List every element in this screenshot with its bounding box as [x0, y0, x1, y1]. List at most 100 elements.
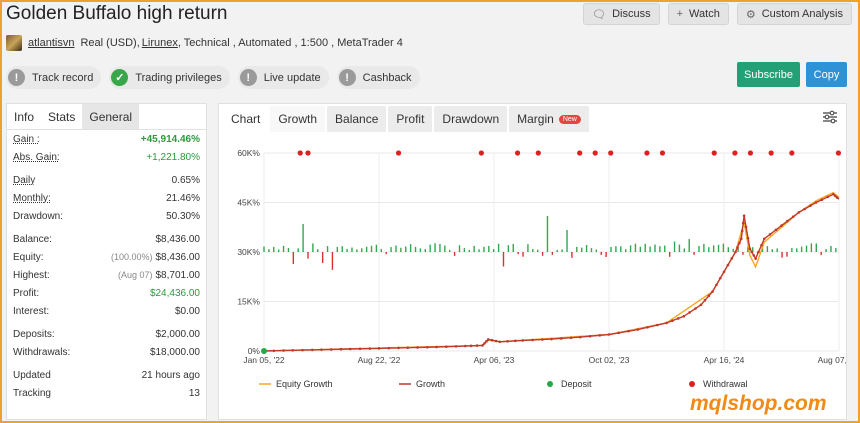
growth-point	[486, 338, 490, 341]
growth-point	[826, 195, 830, 199]
growth-point	[814, 201, 818, 204]
legend-equity-label: Equity Growth	[276, 379, 333, 389]
growth-point	[803, 207, 806, 211]
growth-chart[interactable]: 0% 15K% 30K% 45K% 60K% Jan 05, '22 Aug 22, '22…	[219, 132, 846, 419]
user-link[interactable]: atlantisvn	[28, 37, 75, 49]
feature-trading-privileges[interactable]: ✓ Trading privileges	[109, 66, 230, 89]
growth-point	[272, 349, 276, 353]
growth-point	[762, 237, 766, 241]
custom-analysis-label: Custom Analysis	[761, 8, 843, 20]
growth-point	[636, 328, 640, 331]
account-meta: atlantisvn Real (USD), Lirunex , Technic…	[6, 35, 403, 51]
stat-value-wrap: $0.00	[175, 306, 200, 317]
withdrawal-marker	[768, 150, 774, 156]
growth-point	[676, 317, 680, 320]
broker-link[interactable]: Lirunex	[141, 37, 178, 49]
x-tick-label: Apr 06, '23	[474, 355, 515, 365]
growth-point	[406, 346, 410, 349]
tab-general[interactable]: General	[82, 104, 140, 129]
tab-drawdown[interactable]: Drawdown	[434, 106, 508, 132]
stats-panel: Info Stats General Gain : +45,914.46% Abs.…	[6, 103, 207, 420]
stat-row: Equity: (100.00%) $8,436.00	[13, 248, 200, 266]
feature-live-update[interactable]: ! Live update	[237, 66, 329, 89]
growth-point	[734, 250, 737, 254]
stat-value: 13	[188, 387, 200, 399]
growth-point	[656, 323, 659, 327]
tab-info[interactable]: Info	[7, 104, 42, 129]
growth-point	[665, 321, 668, 325]
growth-point	[531, 338, 534, 342]
stat-row: Withdrawals: $18,000.00	[13, 343, 200, 361]
growth-point	[435, 345, 438, 349]
growth-point	[358, 347, 362, 351]
stat-label[interactable]: Gain :	[13, 133, 40, 145]
settings-sliders-icon[interactable]	[822, 110, 838, 124]
withdrawal-marker	[608, 150, 614, 156]
growth-point	[752, 254, 756, 257]
growth-point	[559, 337, 563, 340]
growth-point	[426, 345, 429, 349]
growth-point	[750, 250, 754, 254]
growth-point	[711, 290, 714, 293]
stat-label[interactable]: Daily	[13, 174, 36, 186]
stat-value-wrap: 50.30%	[166, 211, 200, 222]
x-tick-label: Apr 16, '24	[704, 355, 745, 365]
x-tick-label: Aug 22, '22	[358, 355, 401, 365]
stats-list: Gain : +45,914.46% Abs. Gain: +1,221.80% Dai…	[7, 130, 206, 402]
stat-label: Deposits:	[13, 328, 55, 340]
watch-button[interactable]: + Watch	[667, 3, 729, 25]
stat-value: $8,436.00	[155, 233, 201, 245]
stat-value-wrap: 21 hours ago	[142, 370, 200, 381]
stat-row: Interest: $0.00	[13, 302, 200, 320]
growth-point	[454, 345, 458, 348]
growth-point	[320, 348, 323, 351]
growth-point	[311, 348, 314, 352]
stat-row: Updated 21 hours ago	[13, 366, 200, 384]
gear-icon: ⚙	[745, 8, 756, 21]
stat-row: Deposits: $2,000.00	[13, 325, 200, 343]
tab-margin[interactable]: Margin New	[509, 106, 589, 132]
stat-note: (100.00%)	[110, 251, 153, 262]
copy-button[interactable]: Copy	[806, 62, 847, 87]
feature-track-record[interactable]: ! Track record	[6, 66, 102, 89]
growth-point	[699, 303, 703, 307]
custom-analysis-button[interactable]: ⚙ Custom Analysis	[736, 3, 852, 25]
plus-icon: +	[676, 8, 684, 20]
tab-balance[interactable]: Balance	[327, 106, 387, 132]
growth-point	[738, 241, 741, 245]
tab-stats[interactable]: Stats	[41, 104, 83, 129]
chart-tab-label: Growth	[278, 112, 318, 126]
watermark-text: mqlshop.com	[690, 392, 827, 415]
growth-point	[469, 344, 473, 348]
discuss-button[interactable]: 🗨 Discuss	[583, 3, 660, 25]
growth-point	[550, 337, 553, 341]
new-badge: New	[558, 114, 581, 124]
chat-icon: 🗨	[592, 8, 607, 21]
growth-point	[397, 346, 400, 350]
growth-point	[588, 334, 592, 338]
growth-point	[444, 345, 448, 349]
tab-chart[interactable]: Chart	[223, 106, 268, 132]
stat-row: Abs. Gain: +1,221.80%	[13, 148, 200, 166]
growth-point	[757, 250, 760, 254]
growth-point	[481, 344, 484, 347]
tab-profit[interactable]: Profit	[388, 106, 433, 132]
stat-value: 21.46%	[166, 192, 200, 204]
growth-point	[742, 214, 746, 217]
tab-growth[interactable]: Growth	[270, 106, 326, 132]
growth-point	[463, 344, 467, 348]
subscribe-button[interactable]: Subscribe	[737, 62, 800, 87]
stat-label: Tracking	[13, 387, 51, 399]
stat-label[interactable]: Abs. Gain:	[13, 151, 60, 163]
stat-label[interactable]: Monthly:	[13, 192, 51, 204]
avatar[interactable]	[6, 35, 22, 51]
y-tick-label: 45K%	[237, 198, 260, 208]
feature-cashback[interactable]: ! Cashback	[336, 66, 420, 89]
withdrawal-marker	[835, 150, 842, 156]
growth-point	[282, 349, 285, 352]
growth-point	[475, 344, 479, 347]
stat-label: Balance:	[13, 233, 52, 245]
stat-label: Equity:	[13, 251, 44, 263]
growth-point	[744, 225, 748, 229]
page-title: Golden Buffalo high return	[6, 3, 228, 24]
